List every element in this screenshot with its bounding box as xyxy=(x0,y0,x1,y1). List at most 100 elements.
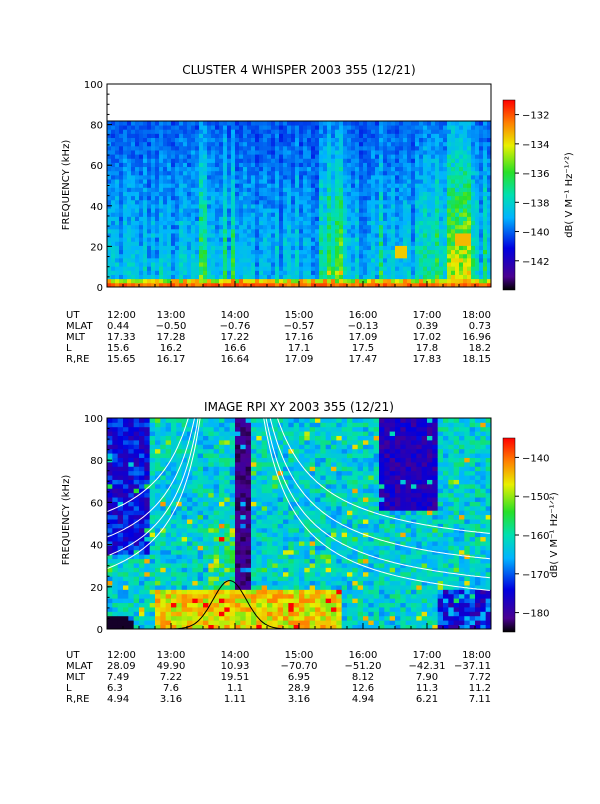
whisper-cell xyxy=(147,171,151,176)
whisper-cell xyxy=(219,183,223,188)
whisper-cell xyxy=(403,262,407,267)
whisper-cell xyxy=(427,233,431,238)
rpi-cell xyxy=(118,427,124,432)
whisper-cell xyxy=(435,154,439,159)
whisper-cell xyxy=(223,266,227,271)
whisper-cell xyxy=(475,146,479,151)
whisper-cell xyxy=(223,225,227,230)
whisper-cell xyxy=(159,183,163,188)
rpi-cell xyxy=(166,436,172,441)
whisper-cell xyxy=(219,212,223,217)
whisper-cell xyxy=(371,250,375,255)
whisper-cell xyxy=(231,146,235,151)
rpi-cell xyxy=(198,537,204,542)
whisper-cell xyxy=(351,254,355,259)
whisper-cell xyxy=(479,212,483,217)
whisper-cell xyxy=(151,221,155,226)
whisper-cell xyxy=(379,192,383,197)
whisper-cell xyxy=(107,262,111,267)
whisper-cell xyxy=(455,175,459,180)
whisper-cell xyxy=(107,258,111,263)
whisper-cell xyxy=(451,254,455,259)
whisper-cell xyxy=(215,241,219,246)
whisper-cell xyxy=(343,216,347,221)
whisper-cell xyxy=(167,221,171,226)
whisper-cell xyxy=(431,146,435,151)
whisper-cell xyxy=(419,233,423,238)
whisper-cell xyxy=(403,163,407,168)
whisper-cell xyxy=(315,183,319,188)
rpi-cell xyxy=(107,585,113,590)
rpi-cell xyxy=(182,541,188,546)
whisper-cell xyxy=(311,187,315,192)
whisper-cell xyxy=(343,225,347,230)
whisper-cell xyxy=(455,221,459,226)
rpi-cell xyxy=(214,480,220,485)
whisper-cell xyxy=(311,241,315,246)
whisper-cell xyxy=(303,142,307,147)
whisper-cell xyxy=(127,279,131,284)
whisper-cell xyxy=(383,196,387,201)
whisper-cell xyxy=(199,171,203,176)
whisper-cell xyxy=(163,192,167,197)
whisper-cell xyxy=(239,167,243,172)
whisper-cell xyxy=(183,196,187,201)
whisper-cell xyxy=(475,183,479,188)
whisper-cell xyxy=(223,154,227,159)
rpi-cell xyxy=(182,545,188,550)
rpi-cell xyxy=(160,453,166,458)
whisper-cell xyxy=(427,196,431,201)
rpi-cell xyxy=(171,431,177,436)
whisper-cell xyxy=(423,262,427,267)
whisper-cell xyxy=(195,196,199,201)
whisper-cell xyxy=(327,196,331,201)
whisper-cell xyxy=(355,175,359,180)
rpi-cell xyxy=(187,541,193,546)
whisper-cell xyxy=(155,129,159,134)
whisper-cell xyxy=(419,183,423,188)
whisper-cell xyxy=(263,250,267,255)
whisper-cell xyxy=(335,183,339,188)
whisper-cell xyxy=(395,192,399,197)
whisper-cell xyxy=(419,146,423,151)
whisper-cell xyxy=(359,142,363,147)
whisper-cell xyxy=(455,279,459,284)
whisper-cell xyxy=(135,196,139,201)
whisper-cell xyxy=(247,163,251,168)
whisper-cell xyxy=(435,196,439,201)
whisper-cell xyxy=(407,183,411,188)
rpi-cell xyxy=(192,528,198,533)
whisper-cell xyxy=(143,133,147,138)
rpi-cell xyxy=(112,427,118,432)
whisper-cell xyxy=(111,279,115,284)
whisper-cell xyxy=(279,187,283,192)
whisper-cell xyxy=(391,179,395,184)
whisper-cell xyxy=(267,146,271,151)
whisper-cell xyxy=(383,192,387,197)
whisper-cell xyxy=(307,262,311,267)
whisper-cell xyxy=(323,258,327,263)
whisper-cell xyxy=(391,212,395,217)
whisper-cell xyxy=(179,125,183,130)
whisper-cell xyxy=(379,204,383,209)
rpi-cell xyxy=(112,471,118,476)
whisper-cell xyxy=(183,212,187,217)
whisper-cell xyxy=(419,216,423,221)
whisper-cell xyxy=(275,200,279,205)
whisper-cell xyxy=(215,171,219,176)
whisper-cell xyxy=(423,154,427,159)
whisper-cell xyxy=(147,167,151,172)
whisper-cell xyxy=(395,163,399,168)
whisper-cell xyxy=(163,246,167,251)
whisper-cell xyxy=(127,142,131,147)
whisper-cell xyxy=(295,208,299,213)
whisper-cell xyxy=(167,254,171,259)
whisper-cell xyxy=(303,266,307,271)
whisper-cell xyxy=(219,233,223,238)
whisper-cell xyxy=(271,221,275,226)
rpi-cell xyxy=(134,515,140,520)
whisper-cell xyxy=(259,125,263,130)
rpi-cell xyxy=(107,545,113,550)
whisper-cell xyxy=(415,241,419,246)
whisper-cell xyxy=(383,229,387,234)
